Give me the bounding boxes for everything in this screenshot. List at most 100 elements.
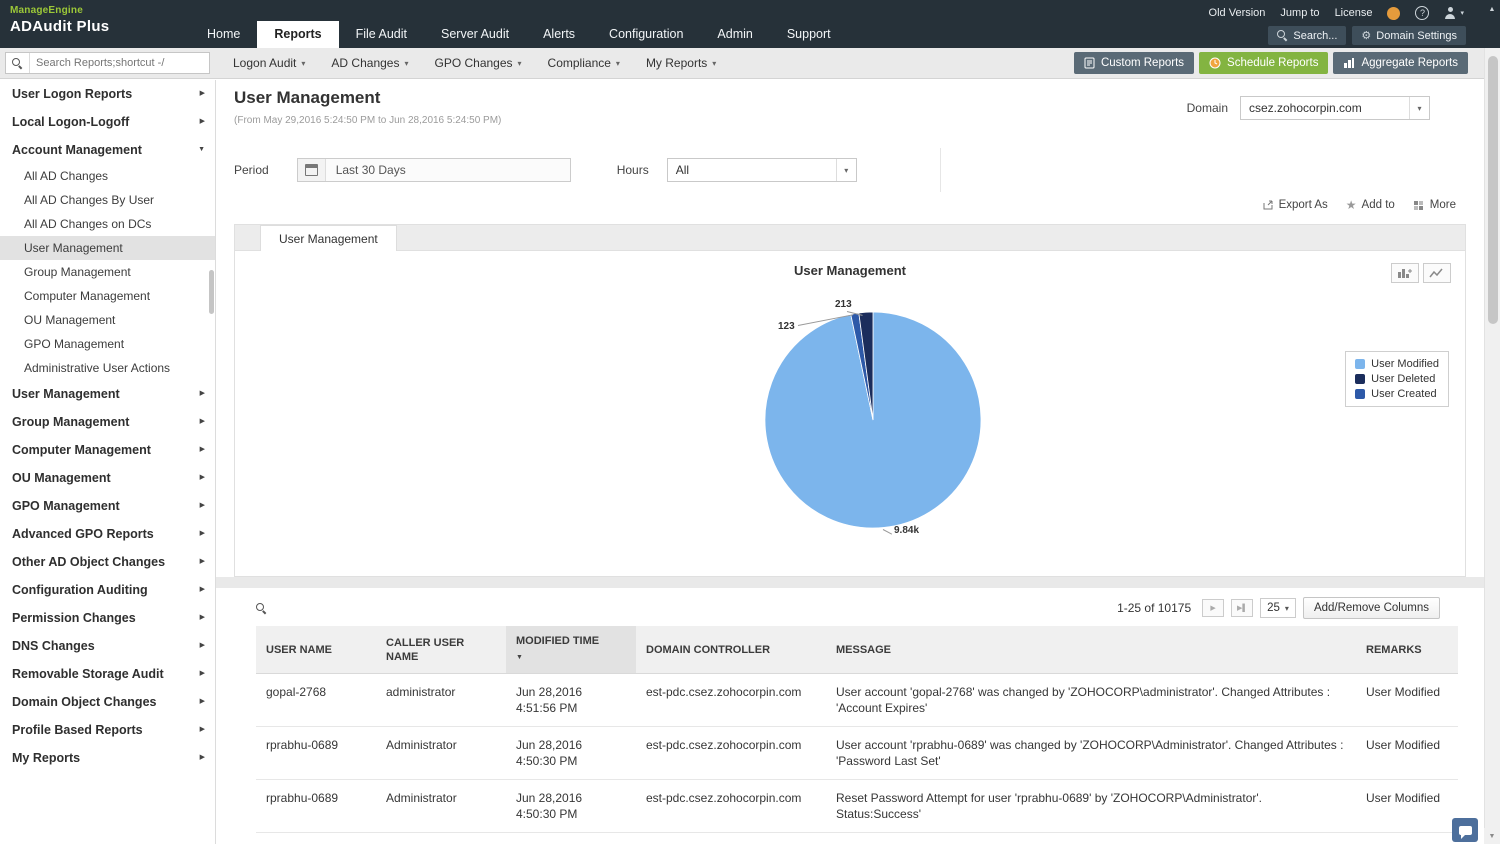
- nav-item[interactable]: Server Audit: [441, 27, 510, 41]
- scrollbar-track[interactable]: [1484, 48, 1500, 828]
- report-menu-dropdown[interactable]: GPO Changes: [421, 56, 534, 70]
- scrollbar-thumb[interactable]: [1488, 56, 1498, 324]
- report-menu-dropdown[interactable]: Compliance: [535, 56, 633, 70]
- sidebar-subitem[interactable]: All AD Changes on DCs: [24, 217, 152, 231]
- sidebar-item[interactable]: User Logon Reports: [0, 80, 215, 108]
- sidebar-subitem[interactable]: Administrative User Actions: [24, 361, 171, 375]
- sidebar-item[interactable]: Profile Based Reports: [0, 716, 215, 744]
- sidebar-item[interactable]: Domain Object Changes: [0, 688, 215, 716]
- export-as-button[interactable]: Export As: [1262, 199, 1328, 211]
- sidebar-item[interactable]: Removable Storage Audit: [0, 660, 215, 688]
- domain-select[interactable]: csez.zohocorpin.com: [1240, 96, 1430, 120]
- last-page-button[interactable]: [1231, 599, 1254, 617]
- sidebar-subitem[interactable]: Group Management: [24, 265, 131, 279]
- sidebar-subitem[interactable]: OU Management: [24, 313, 116, 327]
- add-remove-columns-button[interactable]: Add/Remove Columns: [1302, 597, 1440, 619]
- utility-link[interactable]: Jump to: [1280, 7, 1320, 19]
- legend-item[interactable]: User Created: [1355, 388, 1439, 400]
- header-search-button[interactable]: Search...: [1268, 26, 1347, 45]
- sidebar-item[interactable]: GPO Management: [0, 492, 215, 520]
- add-to-button[interactable]: Add to: [1346, 198, 1395, 212]
- section-divider: [216, 577, 1484, 588]
- community-icon[interactable]: [1387, 6, 1401, 20]
- utility-link[interactable]: Old Version: [1208, 7, 1266, 19]
- scrollbar-up-arrow[interactable]: [1484, 0, 1500, 48]
- hours-select[interactable]: All: [666, 158, 857, 182]
- sidebar-item[interactable]: Configuration Auditing: [0, 576, 215, 604]
- sidebar-item[interactable]: Local Logon-Logoff: [0, 108, 215, 136]
- page-size-select[interactable]: 25: [1260, 598, 1296, 618]
- sidebar-item[interactable]: My Reports: [0, 744, 215, 772]
- toolbar-buttons: Custom Reports Schedule Reports Aggregat…: [1073, 52, 1468, 74]
- column-header[interactable]: DOMAIN CONTROLLER: [646, 643, 771, 656]
- legend-swatch: [1355, 359, 1366, 369]
- report-menu-dropdown[interactable]: Logon Audit: [220, 56, 318, 70]
- calendar-icon[interactable]: [297, 159, 326, 181]
- column-header[interactable]: USER NAME: [266, 643, 333, 656]
- nav-item[interactable]: Configuration: [609, 27, 684, 41]
- nav-item[interactable]: Alerts: [543, 27, 576, 41]
- sidebar-subitem[interactable]: All AD Changes By User: [24, 193, 155, 207]
- column-header[interactable]: CALLER USER NAME: [386, 636, 465, 663]
- table-controls: 1-25 of 10175 25 Add/Remove Columns: [256, 590, 1440, 626]
- report-menu-dropdown[interactable]: My Reports: [633, 56, 729, 70]
- export-icon: [1263, 200, 1273, 210]
- sidebar-item[interactable]: DNS Changes: [0, 632, 215, 660]
- sidebar-subitem[interactable]: All AD Changes: [24, 169, 109, 183]
- user-account-menu[interactable]: [1444, 7, 1464, 19]
- column-header[interactable]: REMARKS: [1366, 643, 1422, 656]
- aggregate-reports-button[interactable]: Aggregate Reports: [1333, 52, 1468, 74]
- sidebar-item[interactable]: OU Management: [0, 464, 215, 492]
- chevron-right-icon: [200, 436, 205, 464]
- report-menu-dropdown[interactable]: AD Changes: [318, 56, 421, 70]
- sidebar-item-account-management[interactable]: Account Management: [0, 136, 215, 164]
- next-page-button[interactable]: [1202, 599, 1225, 617]
- table-search-icon[interactable]: [256, 602, 267, 614]
- utility-links: Old Version Jump to License: [1209, 7, 1373, 19]
- nav-item[interactable]: Reports: [257, 21, 339, 48]
- report-date-range: (From May 29,2016 5:24:50 PM to Jun 28,2…: [234, 115, 502, 126]
- legend-item[interactable]: User Modified: [1355, 358, 1439, 370]
- search-icon[interactable]: [6, 53, 30, 73]
- help-icon[interactable]: [1415, 6, 1430, 20]
- sidebar-item[interactable]: Permission Changes: [0, 604, 215, 632]
- scrollbar-down-arrow[interactable]: [1484, 828, 1500, 844]
- column-header[interactable]: MODIFIED TIME: [506, 626, 636, 673]
- pie-slice[interactable]: [858, 311, 874, 421]
- nav-item[interactable]: File Audit: [355, 27, 407, 41]
- report-menus: Logon Audit AD Changes GPO Changes Compl…: [220, 56, 729, 70]
- clipboard-icon: [1084, 57, 1095, 69]
- brand-product-name: ADAudit Plus: [10, 18, 110, 35]
- sidebar-item[interactable]: Advanced GPO Reports: [0, 520, 215, 548]
- sidebar-item[interactable]: Group Management: [0, 408, 215, 436]
- schedule-reports-button[interactable]: Schedule Reports: [1199, 52, 1329, 74]
- period-picker[interactable]: Last 30 Days: [296, 158, 571, 182]
- chevron-right-icon: [200, 80, 205, 108]
- nav-item[interactable]: Admin: [717, 27, 753, 41]
- feedback-chat-button[interactable]: [1452, 818, 1478, 842]
- sidebar-item[interactable]: Other AD Object Changes: [0, 548, 215, 576]
- custom-reports-button[interactable]: Custom Reports: [1073, 52, 1195, 74]
- report-search-input[interactable]: [30, 57, 209, 69]
- brand-logo[interactable]: ManageEngine ADAudit Plus: [10, 5, 109, 35]
- tab-user-management[interactable]: User Management: [260, 225, 397, 252]
- column-header[interactable]: MESSAGE: [836, 643, 892, 656]
- line-chart-icon[interactable]: [1423, 263, 1451, 283]
- sidebar-subitem[interactable]: GPO Management: [24, 337, 125, 351]
- sidebar-subitem[interactable]: Computer Management: [24, 289, 151, 303]
- legend-item[interactable]: User Deleted: [1355, 373, 1439, 385]
- pie-chart[interactable]: [743, 290, 1003, 550]
- chevron-right-icon: [200, 688, 205, 716]
- table-body: gopal-2768 administrator Jun 28,2016 4:5…: [256, 674, 1458, 833]
- more-button[interactable]: More: [1413, 199, 1456, 211]
- domain-settings-button[interactable]: Domain Settings: [1352, 26, 1466, 45]
- sidebar-item[interactable]: Computer Management: [0, 436, 215, 464]
- nav-item[interactable]: Support: [786, 27, 831, 41]
- sidebar-scrollbar-thumb[interactable]: [209, 270, 214, 314]
- chevron-down-icon: [1409, 97, 1429, 119]
- sidebar-subitem[interactable]: User Management: [0, 236, 215, 260]
- chart-type-icon[interactable]: [1391, 263, 1419, 283]
- sidebar-item[interactable]: User Management: [0, 380, 215, 408]
- nav-item[interactable]: Home: [207, 27, 241, 41]
- utility-link[interactable]: License: [1334, 7, 1373, 19]
